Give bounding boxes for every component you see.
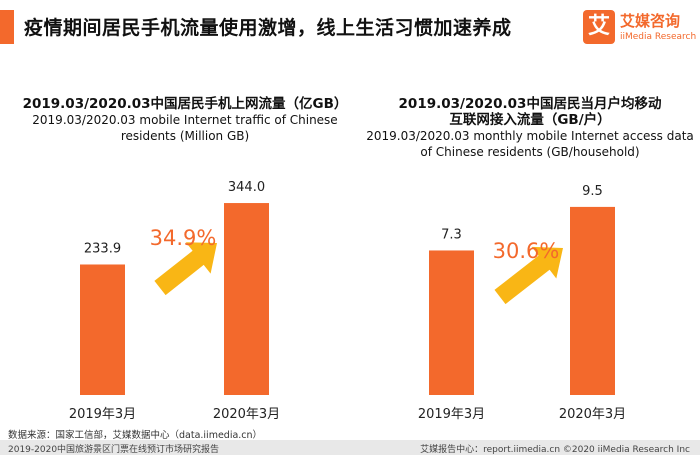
- chart1-title-cn: 2019.03/2020.03中国居民手机上网流量（亿GB）: [22, 96, 348, 112]
- chart1-category-label-2: 2020年3月: [213, 407, 280, 422]
- chart2-title-en: 2019.03/2020.03 monthly mobile Internet …: [366, 129, 694, 159]
- chart2-category-label-1: 2019年3月: [418, 407, 485, 422]
- chart1-bar-2: [224, 203, 269, 395]
- chart2-category-label-2: 2020年3月: [559, 407, 626, 422]
- chart2-bar-1: [429, 250, 474, 395]
- footer-report-name: 2019-2020中国旅游景区门票在线预订市场研究报告: [8, 445, 220, 455]
- title-accent-bar: [0, 10, 14, 44]
- chart2-title: 2019.03/2020.03中国居民当月户均移动 互联网接入流量（GB/户） …: [360, 96, 700, 160]
- chart1-title-en: 2019.03/2020.03 mobile Internet traffic …: [32, 113, 338, 143]
- footer-bar: [0, 440, 700, 455]
- data-source-note: 数据来源：国家工信部，艾媒数据中心（data.iimedia.cn）: [8, 430, 263, 441]
- chart1-growth-label: 34.9%: [150, 226, 217, 250]
- chart1-category-label-1: 2019年3月: [69, 407, 136, 422]
- chart2-title-cn-line2: 互联网接入流量（GB/户）: [449, 112, 611, 128]
- chart2-growth-arrow: [494, 246, 563, 305]
- chart1-growth-arrow: [154, 242, 217, 296]
- chart2-value-label-2: 9.5: [582, 184, 603, 199]
- logo-text-cn: 艾媒咨询: [620, 12, 681, 30]
- page-title: 疫情期间居民手机流量使用激增，线上生活习惯加速养成: [24, 17, 512, 39]
- footer-site: 艾媒报告中心：report.iimedia.cn ©2020 iiMedia R…: [420, 445, 690, 455]
- chart1-value-label-1: 233.9: [84, 241, 121, 256]
- chart2-title-cn-line1: 2019.03/2020.03中国居民当月户均移动: [398, 96, 662, 112]
- chart2-bar-2: [570, 206, 615, 395]
- chart1-value-label-2: 344.0: [228, 180, 265, 195]
- chart1-title: 2019.03/2020.03中国居民手机上网流量（亿GB） 2019.03/2…: [10, 96, 360, 144]
- logo-text-en: iiMedia Research: [620, 32, 697, 42]
- iimedia-logo: 艾 艾媒咨询 iiMedia Research: [583, 10, 697, 50]
- chart2-growth-label: 30.6%: [493, 239, 560, 263]
- chart1-bar-1: [80, 264, 125, 395]
- chart2-value-label-1: 7.3: [441, 227, 462, 242]
- logo-mark: 艾: [583, 10, 615, 44]
